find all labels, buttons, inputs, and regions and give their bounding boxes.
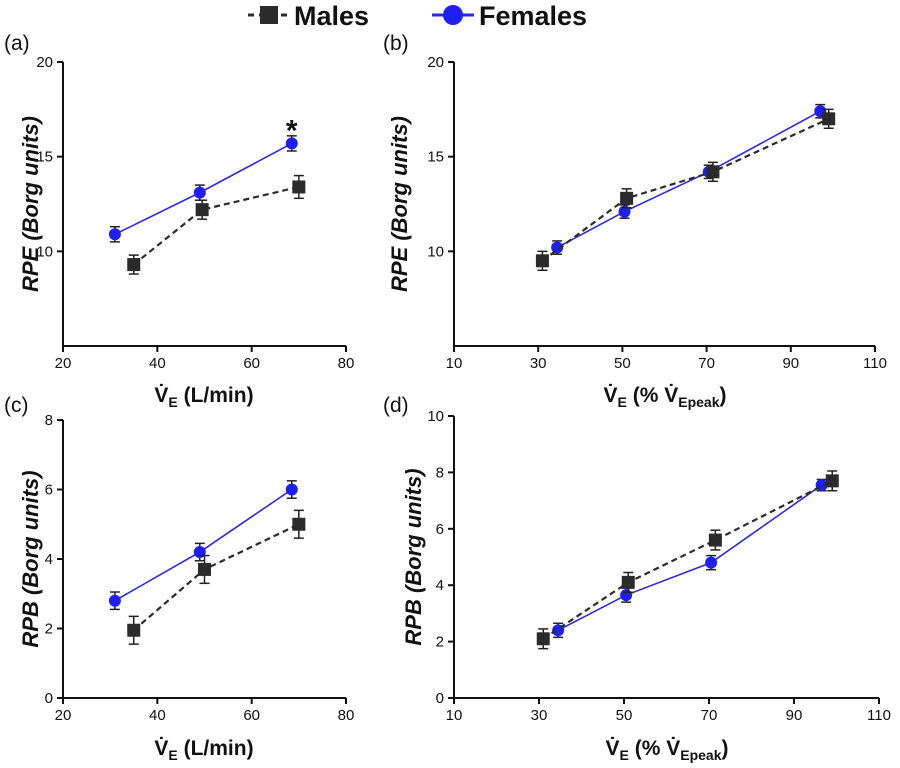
y-tick-label-d: 8 <box>436 464 444 481</box>
x-tick-label-a: 60 <box>243 355 260 372</box>
data-point-females-a <box>285 137 298 150</box>
data-point-females-c <box>108 594 121 607</box>
series-line-females-d <box>557 484 823 632</box>
y-tick-label-a: 10 <box>36 243 53 260</box>
data-point-females-d <box>705 556 718 569</box>
y-tick-label-d: 10 <box>427 408 444 425</box>
significance-asterisk-a: * <box>286 114 298 147</box>
x-tick-label-c: 60 <box>243 707 260 724</box>
data-point-males-d <box>536 632 550 646</box>
y-tick-label-c: 6 <box>45 482 53 499</box>
series-line-females-b <box>556 110 821 249</box>
x-axis-title-d: V̇E (% V̇Epeak) <box>606 736 729 763</box>
x-tick-label-c: 20 <box>55 707 72 724</box>
y-axis-title-b: RPE (Borg units) <box>387 116 412 292</box>
data-point-females-b <box>618 205 631 218</box>
y-tick-label-c: 4 <box>45 551 53 568</box>
y-axis-title-a: RPE (Borg units) <box>18 116 43 292</box>
x-tick-label-d: 90 <box>786 707 803 724</box>
x-tick-label-c: 40 <box>149 707 166 724</box>
legend-males-label: Males <box>294 1 369 31</box>
series-line-males-b <box>541 117 830 262</box>
x-tick-label-c: 80 <box>338 707 355 724</box>
panel-label-c: (c) <box>4 394 29 417</box>
y-tick-label-c: 2 <box>45 621 53 638</box>
x-axis-title-b: V̇E (% V̇Epeak) <box>604 383 727 410</box>
x-tick-label-a: 20 <box>55 355 72 372</box>
data-point-females-b <box>551 241 564 254</box>
data-point-females-c <box>285 483 298 496</box>
data-point-males-d <box>621 575 635 589</box>
legend-females-label: Females <box>479 1 587 31</box>
data-point-males-c <box>198 562 211 576</box>
series-line-males-d <box>542 479 833 640</box>
x-tick-label-b: 90 <box>782 355 799 372</box>
y-tick-label-a: 15 <box>36 149 53 166</box>
y-tick-label-a: 20 <box>36 54 53 71</box>
data-point-females-d <box>620 589 633 602</box>
data-point-males-b <box>706 165 720 179</box>
panel-label-a: (a) <box>4 32 30 55</box>
y-tick-label-d: 0 <box>436 690 444 707</box>
data-point-males-c <box>292 517 306 531</box>
data-point-males-b <box>620 191 634 205</box>
panel-c: (c) 0 2 4 6 8 20 40 60 80 RPB (Borg units) V̇E (L/m… <box>4 394 354 763</box>
data-point-males-b <box>535 254 549 268</box>
y-tick-label-d: 4 <box>436 577 444 594</box>
x-tick-label-a: 40 <box>149 355 166 372</box>
data-point-males-a <box>127 258 141 272</box>
x-tick-label-b: 110 <box>863 355 887 372</box>
data-point-males-a <box>195 203 209 217</box>
panel-label-d: (d) <box>383 394 409 417</box>
x-axis-title-c: V̇E (L/min) <box>154 736 253 763</box>
data-point-males-d <box>825 474 839 488</box>
y-tick-label-c: 8 <box>45 412 53 429</box>
x-tick-label-b: 30 <box>530 355 547 372</box>
y-tick-label-b: 20 <box>427 54 444 71</box>
legend: Males Females <box>248 1 587 31</box>
legend-females-marker <box>432 5 474 25</box>
data-point-females-a <box>193 186 206 199</box>
x-tick-label-d: 30 <box>531 707 548 724</box>
series-line-males-a <box>133 185 300 266</box>
panel-b: (b) 10 15 20 10 30 50 70 90 110 RPE (Borg units) V̇… <box>383 32 887 410</box>
panel-a: (a) 10 15 20 20 40 60 80 RPE (Borg units) V̇E (L/… <box>4 32 354 410</box>
x-tick-label-d: 70 <box>701 707 718 724</box>
x-tick-label-b: 50 <box>614 355 631 372</box>
data-point-males-d <box>708 533 722 547</box>
x-tick-label-a: 80 <box>338 355 355 372</box>
x-tick-label-d: 110 <box>867 707 891 724</box>
y-tick-label-b: 15 <box>427 149 444 166</box>
data-point-males-b <box>822 112 836 126</box>
y-axis-title-d: RPB (Borg units) <box>401 468 426 645</box>
x-tick-label-d: 50 <box>616 707 633 724</box>
y-tick-label-d: 6 <box>436 521 444 538</box>
x-tick-label-b: 10 <box>446 355 463 372</box>
x-tick-label-b: 70 <box>698 355 715 372</box>
data-point-males-c <box>127 623 141 637</box>
panel-label-b: (b) <box>383 32 409 55</box>
y-tick-label-c: 0 <box>45 690 53 707</box>
x-tick-label-d: 10 <box>446 707 463 724</box>
data-point-males-a <box>292 180 306 194</box>
y-tick-label-d: 2 <box>436 634 444 651</box>
y-tick-label-b: 10 <box>427 243 444 260</box>
y-axis-title-c: RPB (Borg units) <box>18 470 43 647</box>
x-axis-title-a: V̇E (L/min) <box>154 383 253 410</box>
data-point-females-a <box>108 228 121 241</box>
panel-d: (d) 0 2 4 6 8 10 10 30 50 70 90 110 RPB (Borg units) V… <box>383 394 891 763</box>
legend-males-marker <box>248 6 289 24</box>
